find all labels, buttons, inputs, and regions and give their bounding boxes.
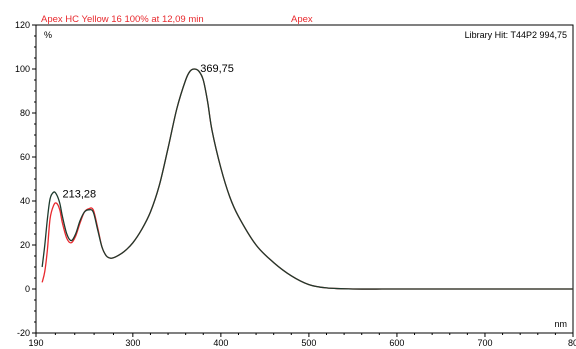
library-hit-label: Library Hit: T44P2 994,75 — [465, 30, 567, 40]
y-tick-label: 0 — [25, 284, 30, 294]
y-tick-label: 40 — [20, 196, 30, 206]
peak-label: 369,75 — [200, 63, 234, 75]
y-tick-label: -20 — [17, 328, 30, 338]
x-tick-label: 400 — [213, 338, 228, 348]
series-group: 213,28 369,75 — [41, 63, 573, 290]
x-tick-label: 190 — [28, 338, 43, 348]
y-tick-label: 60 — [20, 152, 30, 162]
y-tick-label: 80 — [20, 108, 30, 118]
x-tick-label: 700 — [477, 338, 492, 348]
x-axis-unit-label: nm — [554, 319, 567, 329]
x-tick-label: 500 — [301, 338, 316, 348]
x-tick-label: 600 — [389, 338, 404, 348]
library-spectrum-line — [41, 68, 573, 290]
labels-group: Apex HC Yellow 16 100% at 12,09 min Apex… — [41, 14, 567, 329]
axes-group: -20 0 20 40 60 80 100 120 190 300 400 500 600 700 80 — [15, 20, 576, 348]
apex-label: Apex — [291, 14, 313, 25]
x-tick-label: 300 — [125, 338, 140, 348]
x-tick-label: 80 — [568, 338, 576, 348]
trace-label: Apex HC Yellow 16 100% at 12,09 min — [41, 14, 204, 25]
y-axis-unit-label: % — [44, 30, 52, 40]
plot-frame — [35, 24, 574, 334]
y-tick-label: 100 — [15, 64, 30, 74]
y-tick-label: 120 — [15, 20, 30, 30]
y-tick-label: 20 — [20, 240, 30, 250]
sample-spectrum-line — [41, 68, 573, 290]
peak-label: 213,28 — [62, 188, 96, 200]
